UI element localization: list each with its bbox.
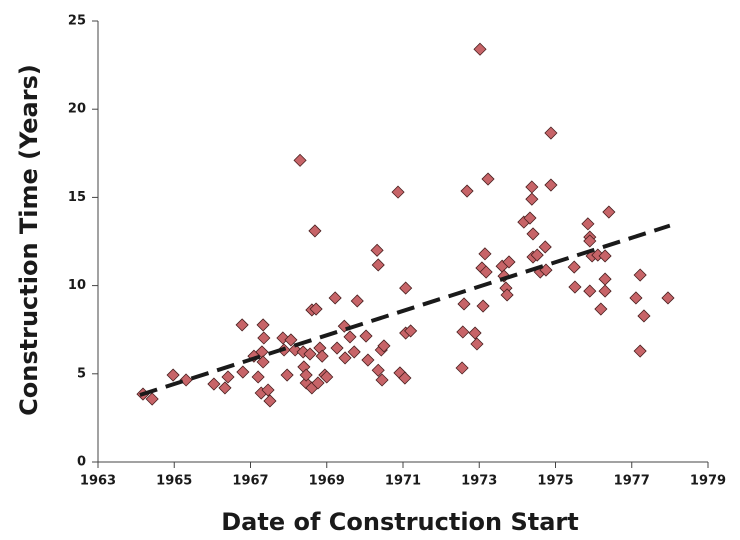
point bbox=[478, 247, 492, 261]
point bbox=[594, 302, 608, 316]
x-tick-label: 1973 bbox=[461, 474, 497, 489]
point bbox=[525, 180, 539, 194]
point bbox=[299, 376, 313, 390]
x-tick-label: 1975 bbox=[537, 474, 573, 489]
point bbox=[263, 394, 277, 408]
point bbox=[371, 258, 385, 272]
point bbox=[377, 339, 391, 353]
point bbox=[251, 370, 265, 384]
x-tick-label: 1977 bbox=[614, 474, 650, 489]
point bbox=[338, 351, 352, 365]
point bbox=[391, 185, 405, 199]
point bbox=[470, 337, 484, 351]
point bbox=[257, 331, 271, 345]
y-tick-label: 0 bbox=[77, 455, 86, 470]
point bbox=[371, 363, 385, 377]
y-tick-label: 15 bbox=[68, 190, 86, 205]
point bbox=[328, 291, 342, 305]
point bbox=[567, 260, 581, 274]
point bbox=[347, 345, 361, 359]
x-tick-label: 1979 bbox=[690, 474, 726, 489]
point bbox=[330, 341, 344, 355]
point bbox=[207, 377, 221, 391]
point bbox=[256, 355, 270, 369]
point bbox=[343, 330, 357, 344]
x-tick-label: 1967 bbox=[232, 474, 268, 489]
point bbox=[311, 376, 325, 390]
point bbox=[256, 318, 270, 332]
point bbox=[221, 370, 235, 384]
point bbox=[581, 217, 595, 231]
y-tick-label: 10 bbox=[68, 278, 86, 293]
point bbox=[359, 329, 373, 343]
point bbox=[350, 294, 364, 308]
trend-line bbox=[139, 223, 671, 397]
point bbox=[261, 383, 275, 397]
point bbox=[315, 349, 329, 363]
point bbox=[398, 371, 412, 385]
point bbox=[235, 318, 249, 332]
point bbox=[218, 381, 232, 395]
point bbox=[236, 365, 250, 379]
point bbox=[502, 255, 516, 269]
point bbox=[661, 291, 675, 305]
point bbox=[525, 192, 539, 206]
point bbox=[629, 291, 643, 305]
point bbox=[361, 353, 375, 367]
point bbox=[637, 309, 651, 323]
point bbox=[544, 178, 558, 192]
point bbox=[145, 392, 159, 406]
point bbox=[299, 368, 313, 382]
x-tick-label: 1971 bbox=[385, 474, 421, 489]
point bbox=[598, 249, 612, 263]
point bbox=[583, 234, 597, 248]
point bbox=[598, 272, 612, 286]
point bbox=[523, 211, 537, 225]
point bbox=[526, 227, 540, 241]
point bbox=[166, 368, 180, 382]
point bbox=[293, 153, 307, 167]
x-tick-label: 1963 bbox=[80, 474, 116, 489]
point bbox=[602, 205, 616, 219]
x-tick-label: 1965 bbox=[156, 474, 192, 489]
point bbox=[404, 324, 418, 338]
y-tick-label: 20 bbox=[68, 102, 86, 117]
point bbox=[320, 370, 334, 384]
point bbox=[538, 240, 552, 254]
point bbox=[530, 248, 544, 262]
point bbox=[633, 268, 647, 282]
y-axis-label: Construction Time (Years) bbox=[15, 64, 43, 416]
point bbox=[568, 280, 582, 294]
point bbox=[468, 326, 482, 340]
x-tick-label: 1969 bbox=[309, 474, 345, 489]
x-axis-label: Date of Construction Start bbox=[221, 508, 579, 536]
point bbox=[337, 319, 351, 333]
y-tick-label: 25 bbox=[68, 14, 86, 29]
point bbox=[583, 284, 597, 298]
point bbox=[456, 325, 470, 339]
point bbox=[633, 344, 647, 358]
point bbox=[598, 284, 612, 298]
y-tick-label: 5 bbox=[77, 366, 86, 381]
point bbox=[455, 361, 469, 375]
point bbox=[473, 42, 487, 56]
point bbox=[479, 265, 493, 279]
point bbox=[500, 288, 514, 302]
point bbox=[399, 281, 413, 295]
point bbox=[284, 333, 298, 347]
point bbox=[460, 184, 474, 198]
point bbox=[309, 302, 323, 316]
point bbox=[375, 373, 389, 387]
point bbox=[481, 172, 495, 186]
point bbox=[308, 224, 322, 238]
point bbox=[476, 299, 490, 313]
point bbox=[303, 347, 317, 361]
point bbox=[370, 243, 384, 257]
point bbox=[544, 126, 558, 140]
point bbox=[280, 368, 294, 382]
point bbox=[457, 297, 471, 311]
